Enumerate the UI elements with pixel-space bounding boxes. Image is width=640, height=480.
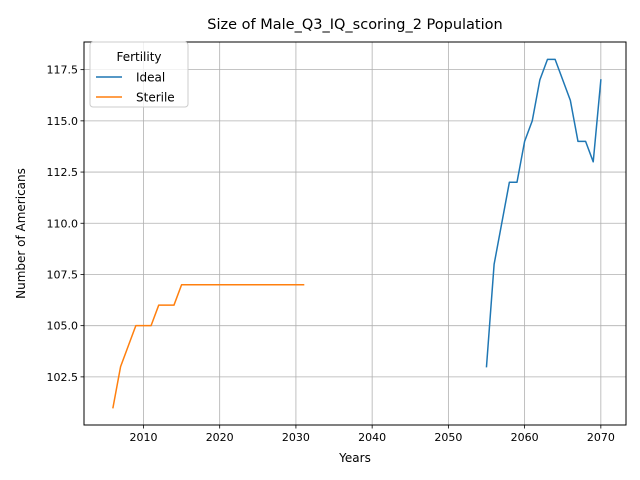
y-tick-label: 112.5: [47, 166, 79, 179]
series-line-ideal: [485, 58, 602, 368]
x-tick-label: 2070: [587, 431, 615, 444]
legend-label-ideal: Ideal: [136, 71, 165, 85]
series-line-sterile: [112, 283, 305, 409]
x-tick-label: 2040: [358, 431, 386, 444]
legend: Fertility Ideal Sterile: [89, 41, 189, 108]
legend-box: [89, 41, 189, 108]
y-tick-label: 107.5: [47, 268, 79, 281]
series-layer: [112, 58, 602, 409]
axis-ticks: 2010 2020 2030 2040 2050 2060 2070 102.5 105.0 10…: [47, 64, 615, 444]
y-tick-label: 110.0: [47, 217, 79, 230]
y-tick-label: 102.5: [47, 371, 79, 384]
plot-frame: [83, 41, 627, 426]
y-tick-label: 117.5: [47, 64, 79, 77]
legend-label-sterile: Sterile: [136, 91, 175, 105]
legend-title: Fertility: [116, 50, 161, 64]
y-tick-label: 115.0: [47, 115, 79, 128]
x-tick-label: 2060: [511, 431, 539, 444]
y-tick-label: 105.0: [47, 320, 79, 333]
x-axis-label: Years: [338, 451, 371, 465]
x-tick-label: 2020: [206, 431, 234, 444]
x-tick-label: 2030: [282, 431, 310, 444]
y-axis-label: Number of Americans: [14, 168, 28, 299]
x-tick-label: 2050: [434, 431, 462, 444]
grid-lines: [84, 42, 626, 425]
chart-title: Size of Male_Q3_IQ_scoring_2 Population: [207, 17, 502, 33]
x-tick-label: 2010: [129, 431, 157, 444]
